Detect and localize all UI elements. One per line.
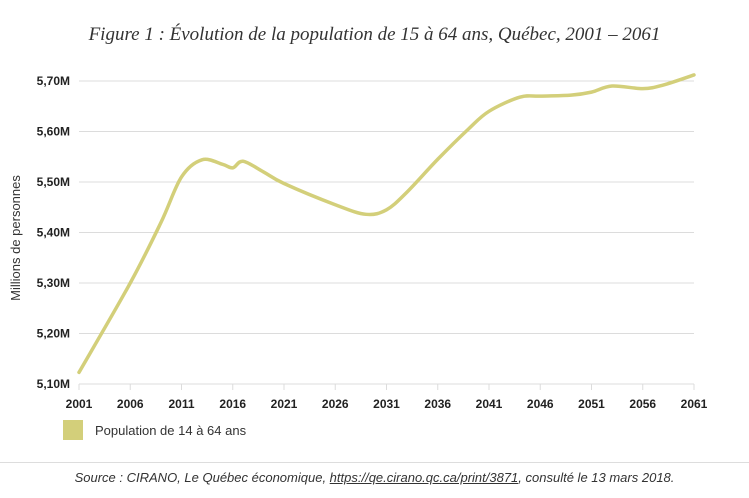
source-suffix: , consulté le 13 mars 2018. (518, 470, 675, 485)
source-note: Source : CIRANO, Le Québec économique, h… (0, 470, 749, 485)
y-tick-label: 5,20M (37, 327, 70, 341)
y-tick-label: 5,70M (37, 74, 70, 88)
source-link[interactable]: https://qe.cirano.qc.ca/print/3871 (329, 470, 519, 485)
x-tick-label: 2041 (476, 397, 503, 411)
x-tick-label: 2021 (271, 397, 298, 411)
y-tick-label: 5,60M (37, 125, 70, 139)
source-prefix: Source : CIRANO, Le Québec économique, (74, 470, 330, 485)
y-tick-label: 5,40M (37, 226, 70, 240)
chart-title: Figure 1 : Évolution de la population de… (88, 24, 661, 45)
x-tick-label: 2056 (629, 397, 656, 411)
y-axis-ticks: 5,70M 5,60M 5,50M 5,40M 5,30M 5,20M 5,10M (37, 74, 70, 391)
gridlines (79, 80, 694, 385)
legend: Population de 14 à 64 ans (63, 420, 246, 440)
x-tick-label: 2036 (424, 397, 451, 411)
legend-swatch (63, 420, 83, 440)
x-tick-label: 2051 (578, 397, 605, 411)
y-axis-label: Millions de personnes (8, 175, 23, 301)
divider (0, 462, 749, 463)
y-tick-label: 5,10M (37, 377, 70, 391)
x-tick-label: 2016 (219, 397, 246, 411)
legend-label: Population de 14 à 64 ans (95, 422, 247, 438)
series-line-population (77, 73, 696, 375)
y-tick-label: 5,30M (37, 276, 70, 290)
x-tick-label: 2046 (527, 397, 554, 411)
x-tick-label: 2011 (168, 397, 194, 411)
x-tick-label: 2061 (681, 397, 708, 411)
x-tick-label: 2001 (66, 397, 93, 411)
x-tick-label: 2006 (117, 397, 144, 411)
y-tick-label: 5,50M (37, 175, 70, 189)
x-axis-ticks: 2001 2006 2011 2016 2021 2026 2031 2036 2041 2046… (66, 384, 708, 411)
x-tick-label: 2031 (373, 397, 400, 411)
x-tick-label: 2026 (322, 397, 349, 411)
